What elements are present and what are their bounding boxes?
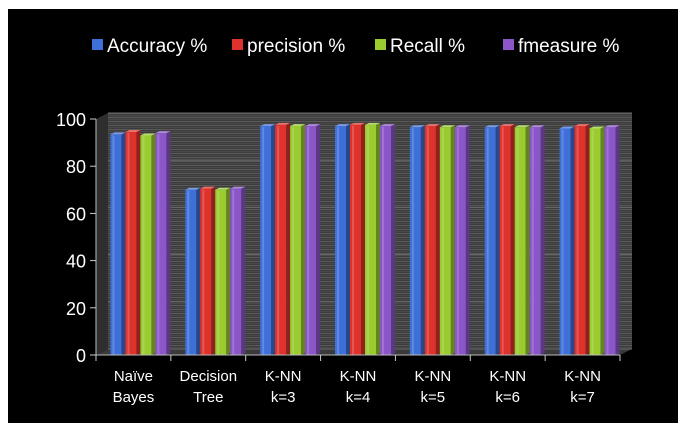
bar xyxy=(350,122,365,356)
bar xyxy=(484,125,500,355)
bar xyxy=(305,124,321,355)
bar xyxy=(260,124,276,355)
legend-swatch xyxy=(375,39,386,50)
category-label: k=6 xyxy=(495,389,520,406)
y-tick-label: 20 xyxy=(66,299,86,319)
bar xyxy=(380,124,395,355)
bar xyxy=(574,124,590,355)
category-label: k=4 xyxy=(346,389,371,406)
bar xyxy=(155,131,171,355)
bar xyxy=(290,124,306,355)
category-label: Decision xyxy=(180,368,238,385)
bar xyxy=(365,122,380,356)
bar xyxy=(409,125,425,355)
legend-swatch xyxy=(503,39,514,50)
bars xyxy=(110,122,620,356)
bar xyxy=(185,187,201,355)
category-label: k=7 xyxy=(570,389,595,406)
bar xyxy=(215,187,231,355)
legend-entry: fmeasure % xyxy=(518,36,619,57)
bar xyxy=(125,129,141,355)
y-tick-label: 60 xyxy=(66,204,86,224)
bar xyxy=(559,126,575,355)
legend-swatch xyxy=(92,39,103,50)
y-tick-label: 40 xyxy=(66,252,86,272)
bar xyxy=(275,122,291,356)
x-axis: Naïve Bayes Decision Tree K-NN k=3 K-NN k=4 K-NN… xyxy=(95,354,621,406)
category-label: Bayes xyxy=(113,389,155,406)
bar xyxy=(589,126,605,355)
bar xyxy=(140,133,156,355)
category-label: K-NN xyxy=(340,368,377,385)
category-label: k=3 xyxy=(271,389,296,406)
side-wall xyxy=(96,113,108,355)
bar xyxy=(454,125,470,355)
category-label: K-NN xyxy=(265,368,302,385)
category-label: k=5 xyxy=(421,389,446,406)
bar xyxy=(424,124,440,355)
legend: Accuracy % precision % Recall % fmeasure % xyxy=(92,36,619,57)
bar xyxy=(230,186,246,355)
bar xyxy=(335,124,350,355)
legend-entry: Accuracy % xyxy=(107,36,207,57)
bar xyxy=(200,186,216,355)
category-label: Naïve xyxy=(114,368,153,385)
category-label: K-NN xyxy=(415,368,452,385)
y-tick-label: 80 xyxy=(66,157,86,177)
bar xyxy=(604,125,620,355)
y-tick-label: 100 xyxy=(56,110,86,130)
legend-entry: precision % xyxy=(247,36,345,57)
category-label: K-NN xyxy=(564,368,601,385)
legend-swatch xyxy=(232,39,243,50)
bar xyxy=(529,125,545,355)
bar-chart: Accuracy % precision % Recall % fmeasure % … xyxy=(56,36,632,406)
bar xyxy=(439,125,455,355)
legend-entry: Recall % xyxy=(390,36,465,57)
y-tick-label: 0 xyxy=(76,346,86,366)
chart-frame: Accuracy % precision % Recall % fmeasure % … xyxy=(8,9,678,423)
bar xyxy=(110,132,126,355)
bar xyxy=(514,125,530,355)
category-label: K-NN xyxy=(489,368,526,385)
bar xyxy=(499,124,515,355)
category-label: Tree xyxy=(193,389,223,406)
